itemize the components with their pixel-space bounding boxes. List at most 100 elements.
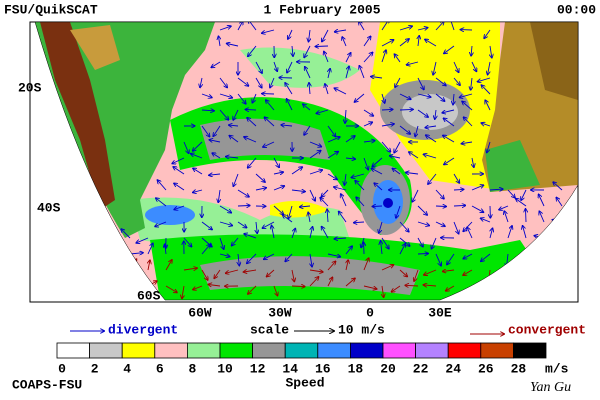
wind-vector xyxy=(304,125,311,135)
wind-vector xyxy=(273,61,277,71)
wind-vector xyxy=(453,189,464,190)
wind-vector xyxy=(320,198,329,207)
wind-vector xyxy=(289,205,293,218)
wind-vector xyxy=(395,77,401,87)
wind-vector xyxy=(173,167,185,175)
wind-vector xyxy=(158,180,167,191)
wind-vector xyxy=(444,45,455,53)
wind-vector xyxy=(428,173,437,184)
wind-vector xyxy=(556,198,563,207)
wind-vector xyxy=(200,77,202,87)
wind-vector xyxy=(327,253,340,257)
highland xyxy=(70,25,120,70)
wind-vector xyxy=(463,253,473,259)
wind-vector xyxy=(321,189,329,197)
wind-vector xyxy=(481,218,491,223)
wind-vector xyxy=(399,26,412,31)
wind-vector xyxy=(272,226,275,239)
colorbar-swatch xyxy=(349,342,384,359)
wind-vector xyxy=(193,190,203,192)
colorbar-swatch xyxy=(219,342,253,359)
wind-vector xyxy=(345,158,355,159)
wind-vector xyxy=(327,125,336,137)
wind-vector xyxy=(300,206,311,207)
wind-vector xyxy=(211,61,221,67)
wind-vector xyxy=(201,93,212,98)
wind-vector xyxy=(327,261,336,271)
convergent-label: convergent xyxy=(508,322,586,337)
colorbar-label: 26 xyxy=(478,361,494,376)
wind-vector xyxy=(165,244,166,255)
wind-vector xyxy=(446,285,455,291)
wind-vector xyxy=(399,244,405,255)
wind-vector xyxy=(183,268,197,270)
credit: COAPS-FSU xyxy=(12,377,82,392)
wind-vector xyxy=(255,77,262,88)
wind-vector xyxy=(481,123,491,127)
author: Yan Gu xyxy=(530,380,571,395)
wind-vector xyxy=(304,45,311,57)
wind-vector xyxy=(248,45,257,56)
wind-vector xyxy=(183,141,189,153)
wind-vector xyxy=(309,277,319,287)
wind-vector xyxy=(136,237,149,243)
wind-vector xyxy=(292,269,294,281)
wind-vector xyxy=(342,37,347,47)
wind-vector xyxy=(273,205,283,214)
wind-patch xyxy=(200,256,420,295)
wind-vector xyxy=(381,40,394,47)
wind-vector xyxy=(472,157,474,167)
colorbar-swatch xyxy=(284,342,319,359)
wind-vector xyxy=(174,205,185,210)
wind-vector xyxy=(471,185,483,191)
wind-vector xyxy=(363,109,373,116)
wind-vector xyxy=(460,93,473,97)
wind-vector xyxy=(462,142,473,144)
wind-vector xyxy=(381,241,382,255)
wind-vector xyxy=(390,156,401,158)
colorbar-title: Speed xyxy=(285,375,324,390)
wind-vector xyxy=(449,22,455,31)
wind-vector xyxy=(424,269,437,275)
wind-vector xyxy=(270,77,275,88)
wind-vector xyxy=(193,141,203,151)
domain-edge xyxy=(34,21,579,301)
wind-vector xyxy=(310,227,313,239)
lon-label: 60W xyxy=(188,305,212,320)
wind-vector xyxy=(273,172,283,174)
wind-vector xyxy=(201,269,208,280)
wind-vector xyxy=(382,93,385,103)
lat-label: 40S xyxy=(37,200,61,215)
wind-vector xyxy=(233,109,239,120)
wind-vector xyxy=(255,188,266,190)
wind-vector xyxy=(209,174,221,175)
wind-vector xyxy=(405,285,419,286)
wind-vector xyxy=(417,205,427,215)
wind-vector xyxy=(247,118,257,127)
wind-vector xyxy=(523,226,527,239)
wind-vector xyxy=(309,141,321,147)
wind-patch xyxy=(240,47,360,88)
wind-vector xyxy=(363,157,368,170)
scale-label: scale xyxy=(250,322,289,337)
wind-vector xyxy=(363,285,377,289)
colorbar-label: 18 xyxy=(348,361,364,376)
wind-vector xyxy=(335,88,347,95)
wind-vector xyxy=(148,260,150,271)
wind-vector xyxy=(191,154,203,159)
wind-vector xyxy=(339,212,347,223)
wind-vector xyxy=(435,189,444,199)
wind-vector xyxy=(324,52,329,63)
wind-vector xyxy=(248,157,257,168)
wind-vector xyxy=(414,269,419,281)
wind-vector xyxy=(252,93,257,103)
wind-vector xyxy=(553,182,563,191)
wind-vector xyxy=(183,237,192,247)
wind-vector xyxy=(309,29,311,42)
wind-vector xyxy=(309,189,315,201)
wind-vector xyxy=(305,67,311,79)
wind-vector xyxy=(155,221,167,226)
wind-vector xyxy=(327,173,337,179)
wind-vector xyxy=(487,141,491,152)
colorbar-swatch xyxy=(121,342,156,359)
